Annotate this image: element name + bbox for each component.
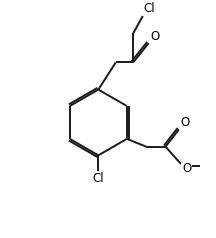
Text: Cl: Cl	[92, 172, 104, 185]
Text: O: O	[180, 116, 189, 129]
Text: Cl: Cl	[144, 2, 156, 15]
Text: O: O	[151, 30, 160, 43]
Text: O: O	[182, 162, 191, 175]
